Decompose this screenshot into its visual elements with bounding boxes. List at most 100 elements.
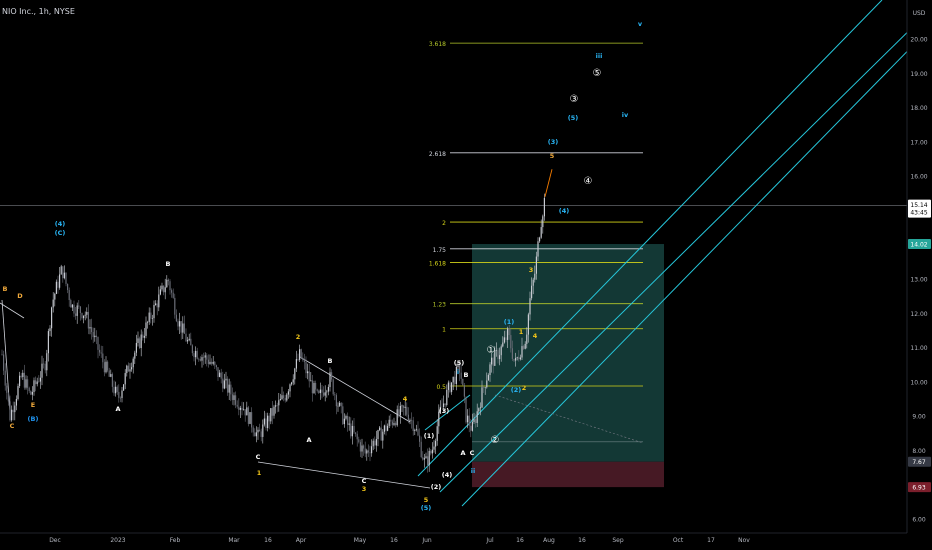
candle-body (462, 378, 464, 386)
candle-body (527, 314, 529, 335)
candle-body (273, 406, 275, 416)
wave-label: (4) (55, 220, 65, 228)
candle-body (156, 303, 158, 308)
candle-body (367, 450, 369, 453)
candle-body (219, 372, 221, 377)
candle-body (44, 363, 46, 371)
y-tick-label: 10.00 (910, 379, 927, 386)
candle-body (335, 395, 337, 407)
x-tick-label: Aug (543, 537, 555, 544)
candle-body (353, 425, 355, 433)
candle-body (39, 377, 41, 382)
candle-body (236, 404, 238, 407)
wave-label: (B) (28, 415, 39, 423)
candle-body (199, 359, 201, 361)
candle-body (110, 374, 112, 377)
candle-body (67, 283, 69, 291)
candle-body (63, 272, 65, 279)
x-tick-label: 16 (390, 537, 398, 544)
candle-body (513, 358, 515, 361)
candle-body (478, 408, 480, 412)
candle-body (342, 406, 344, 425)
candle-body (468, 415, 470, 426)
candle-body (407, 414, 409, 422)
wave-label: (3) (548, 138, 558, 146)
target-zone (472, 244, 664, 462)
candle-body (259, 429, 261, 432)
candle-body (183, 323, 185, 334)
candle-body (479, 407, 481, 409)
candle-body (233, 395, 235, 400)
candle-body (433, 446, 435, 450)
candle-body (323, 392, 325, 396)
candle-body (529, 298, 531, 315)
candle-body (132, 358, 134, 368)
candle-body (337, 405, 339, 407)
price-badge (908, 239, 931, 250)
y-tick-label: 8.00 (912, 448, 926, 455)
candle-body (436, 426, 438, 441)
candle-body (271, 408, 273, 416)
x-tick-label: 17 (707, 537, 715, 544)
candle-body (33, 380, 35, 392)
candle-body (119, 397, 121, 399)
wave-label: 1 (519, 328, 524, 336)
currency-label: USD (913, 10, 926, 17)
candle-body (57, 281, 59, 288)
candle-body (340, 402, 342, 407)
candle-body (510, 335, 512, 349)
candle-body (540, 227, 542, 238)
candle-body (147, 322, 149, 323)
candle-body (387, 425, 389, 431)
projection-line (494, 394, 644, 444)
wave-label: ii (471, 467, 475, 475)
candle-body (334, 394, 336, 396)
candle-body (204, 355, 206, 358)
price-badge (908, 456, 931, 467)
candle-body (4, 370, 6, 386)
candle-body (484, 387, 486, 388)
candle-body (127, 365, 129, 372)
candle-body (46, 353, 48, 371)
candle-body (225, 378, 227, 381)
candle-body (22, 372, 24, 378)
candle-body (463, 385, 465, 397)
x-tick-label: Dec (49, 537, 61, 544)
candle-body (62, 266, 64, 279)
wave-label: 1 (257, 469, 262, 477)
candle-body (108, 370, 110, 377)
candle-body (215, 365, 217, 368)
candle-body (187, 340, 189, 342)
price-badge-value: 14.02 (910, 242, 927, 249)
candle-body (531, 285, 533, 299)
candle-body (83, 315, 85, 319)
candle-body (263, 418, 265, 425)
candle-body (59, 274, 61, 288)
candle-body (28, 387, 30, 392)
candle-body (60, 266, 62, 275)
candle-body (300, 349, 302, 358)
candle-body (500, 346, 502, 356)
candle-body (246, 407, 248, 416)
candle-body (507, 328, 509, 340)
candle-body (30, 391, 32, 395)
candle-body (420, 441, 422, 458)
y-tick-label: 17.00 (910, 139, 927, 146)
candle-body (227, 378, 229, 393)
candle-body (105, 361, 107, 373)
y-tick-label: 20.00 (910, 37, 927, 44)
candle-body (383, 425, 385, 432)
candle-body (243, 409, 245, 410)
candle-body (68, 290, 70, 301)
candle-body (302, 357, 304, 360)
candle-body (9, 401, 11, 421)
candle-body (532, 279, 534, 286)
candle-body (369, 452, 371, 454)
candle-body (131, 367, 133, 370)
wave-label: A (460, 449, 465, 457)
candle-body (339, 402, 341, 406)
candle-body (177, 321, 179, 327)
candle-body (364, 448, 366, 454)
wave-label: E (31, 401, 35, 409)
